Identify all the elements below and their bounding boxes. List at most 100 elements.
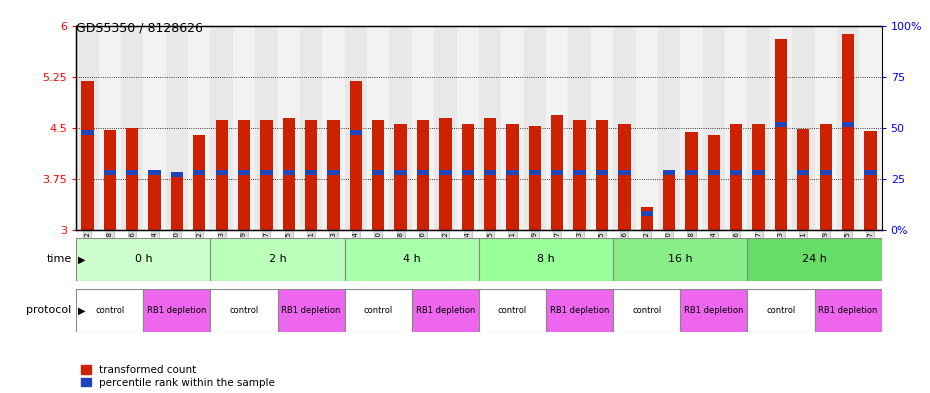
Bar <box>819 170 831 175</box>
Bar <box>188 26 210 230</box>
Bar <box>524 26 546 230</box>
Text: RB1 depletion: RB1 depletion <box>684 306 744 315</box>
Bar <box>305 119 317 230</box>
Text: control: control <box>498 306 527 315</box>
Bar <box>551 116 564 230</box>
Bar <box>837 26 859 230</box>
Bar <box>260 119 272 230</box>
Bar <box>568 26 591 230</box>
Bar <box>434 26 457 230</box>
Text: control: control <box>766 306 795 315</box>
Bar <box>345 238 479 281</box>
Bar <box>283 170 295 175</box>
Bar <box>238 170 250 175</box>
Bar <box>76 26 99 230</box>
Bar <box>685 170 698 175</box>
Bar <box>171 175 183 230</box>
Bar <box>708 134 720 230</box>
Bar <box>210 238 345 281</box>
Text: time: time <box>46 254 72 264</box>
Bar <box>748 289 815 332</box>
Text: protocol: protocol <box>26 305 72 316</box>
Bar <box>529 127 541 230</box>
Bar <box>842 34 855 230</box>
Bar <box>613 238 748 281</box>
Bar <box>345 289 412 332</box>
Bar <box>126 128 139 230</box>
Bar <box>479 289 546 332</box>
Text: control: control <box>95 306 125 315</box>
Bar <box>143 289 210 332</box>
Bar <box>216 119 228 230</box>
Bar <box>171 172 183 177</box>
Bar <box>149 170 161 175</box>
Bar <box>663 173 675 230</box>
Bar <box>501 26 524 230</box>
Bar <box>752 170 764 175</box>
Bar <box>484 118 497 230</box>
Bar <box>439 170 452 175</box>
Bar <box>815 289 882 332</box>
Bar <box>596 170 608 175</box>
Bar <box>641 207 653 230</box>
Bar <box>350 81 362 230</box>
Bar <box>439 118 452 230</box>
Bar <box>618 170 631 175</box>
Bar <box>775 39 787 230</box>
Text: 24 h: 24 h <box>802 254 827 264</box>
Bar <box>103 130 116 230</box>
Bar <box>792 26 815 230</box>
Bar <box>748 238 882 281</box>
Bar <box>81 81 94 230</box>
Bar <box>815 26 837 230</box>
Bar <box>232 26 255 230</box>
Bar <box>574 170 586 175</box>
Bar <box>300 26 323 230</box>
Bar <box>166 26 188 230</box>
Text: 2 h: 2 h <box>269 254 286 264</box>
Bar <box>506 124 519 230</box>
Bar <box>81 130 94 135</box>
Bar <box>529 170 541 175</box>
Bar <box>864 131 877 230</box>
Bar <box>417 170 429 175</box>
Bar <box>730 124 742 230</box>
Bar <box>216 170 228 175</box>
Bar <box>323 26 345 230</box>
Bar <box>121 26 143 230</box>
Bar <box>797 129 809 230</box>
Bar <box>658 26 680 230</box>
Bar <box>708 170 720 175</box>
Text: 8 h: 8 h <box>538 254 555 264</box>
Bar <box>546 26 568 230</box>
Bar <box>506 170 519 175</box>
Bar <box>730 170 742 175</box>
Bar <box>479 238 613 281</box>
Bar <box>350 130 362 135</box>
Bar <box>412 289 479 332</box>
Bar <box>635 26 658 230</box>
Bar <box>126 170 139 175</box>
Bar <box>277 26 300 230</box>
Text: control: control <box>230 306 259 315</box>
Text: 0 h: 0 h <box>135 254 153 264</box>
Bar <box>859 26 882 230</box>
Bar <box>99 26 121 230</box>
Bar <box>551 170 564 175</box>
Bar <box>842 122 855 127</box>
Bar <box>775 122 787 127</box>
Text: control: control <box>632 306 661 315</box>
Bar <box>210 289 277 332</box>
Bar <box>770 26 792 230</box>
Bar <box>457 26 479 230</box>
Bar <box>327 119 339 230</box>
Bar <box>484 170 497 175</box>
Bar <box>345 26 367 230</box>
Bar <box>461 170 474 175</box>
Text: RB1 depletion: RB1 depletion <box>282 306 341 315</box>
Bar <box>103 170 116 175</box>
Bar <box>210 26 232 230</box>
Bar <box>283 118 295 230</box>
Bar <box>680 26 703 230</box>
Bar <box>327 170 339 175</box>
